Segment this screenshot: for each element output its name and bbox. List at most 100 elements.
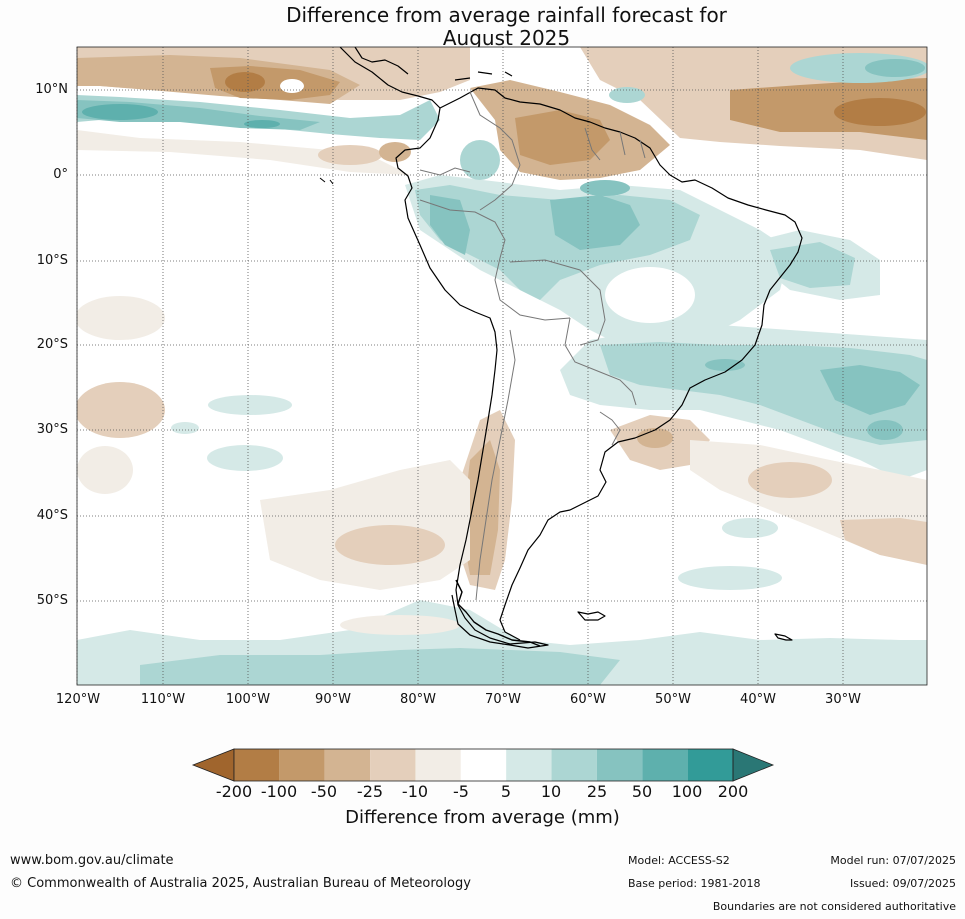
- lon-label-70w: 70°W: [485, 692, 521, 707]
- coastline-caribbean-islands: [454, 71, 513, 81]
- footer-base-period: Base period: 1981-2018: [628, 877, 761, 890]
- dry-region-south-atlantic-east: [840, 518, 927, 565]
- lat-label-20s: 20°S: [36, 337, 68, 352]
- dry-spot-colombia-coast: [379, 142, 411, 162]
- lat-label-50s: 50°S: [36, 593, 68, 608]
- legend-color-bin: [642, 749, 688, 781]
- legend-color-bin: [279, 749, 325, 781]
- legend-tick-label: -25: [356, 782, 384, 801]
- footer-model-run: Model run: 07/07/2025: [830, 854, 956, 867]
- border-guianas: [584, 127, 646, 161]
- dry-region-north-atlantic-peak: [834, 98, 926, 126]
- wet-spot-caribbean: [609, 87, 645, 103]
- wet-spot-pacific-35s-2: [171, 422, 199, 434]
- rainfall-anomaly-layer: [77, 47, 927, 685]
- dry-spot-equatorial-east-pacific: [318, 145, 382, 165]
- footer-model: Model: ACCESS-S2: [628, 854, 730, 867]
- legend-tick-label: -50: [310, 782, 338, 801]
- legend-color-bin: [415, 749, 461, 781]
- dry-spot-south-atlantic-mid: [748, 462, 832, 498]
- wet-spot-rio-coast: [705, 359, 745, 371]
- legend-tick-label: 100: [671, 782, 703, 801]
- legend-color-bin: [551, 749, 597, 781]
- border-bolivia-paraguay: [564, 317, 637, 406]
- border-argentina-uruguay: [599, 411, 621, 446]
- border-colombia-venezuela: [469, 91, 521, 211]
- lon-label-100w: 100°W: [225, 692, 271, 707]
- border-chile-argentina: [475, 329, 516, 601]
- wet-spot-south-atlantic: [678, 566, 782, 590]
- wet-region-north-atlantic-core: [865, 59, 925, 77]
- wet-spot-pacific-35s: [207, 445, 283, 471]
- legend-tick-label: 5: [500, 782, 512, 801]
- coastline-gulf-of-mexico: [354, 47, 409, 75]
- coastline-tierra-del-fuego: [455, 579, 541, 647]
- dry-band-south-itcz: [77, 130, 410, 175]
- dry-spot-west-pacific-30s: [77, 382, 165, 438]
- dry-spot-southeast-pacific: [335, 525, 445, 565]
- legend-tick-label: -100: [260, 782, 298, 801]
- dry-region-east-pacific-coast: [90, 58, 210, 86]
- wet-band-southern-ocean-core: [140, 648, 620, 685]
- wet-spot-amazon-mouth: [580, 180, 630, 196]
- footer-website: www.bom.gov.au/climate: [10, 853, 174, 868]
- wet-region-amazon-core: [430, 195, 470, 255]
- legend-tick-label: 200: [717, 782, 749, 801]
- legend-frame: [233, 748, 734, 782]
- wet-band-itcz-east: [244, 120, 280, 128]
- dry-spot-southern-ocean: [340, 615, 460, 635]
- border-brazil-bolivia: [509, 259, 606, 346]
- map-title-line1: Difference from average rainfall forecas…: [286, 3, 727, 27]
- wet-region-east-brazil-atlantic-core: [770, 242, 855, 288]
- coastlines-layer: [319, 47, 803, 649]
- dry-region-north-pacific-max: [225, 72, 265, 92]
- coastline-galapagos: [319, 177, 334, 185]
- lon-label-80w: 80°W: [400, 692, 436, 707]
- lat-label-40s: 40°S: [36, 508, 68, 523]
- wet-spot-southern-ocean-west: [142, 664, 178, 684]
- coastline-falkland-islands: [577, 611, 606, 621]
- legend-color-bin: [370, 749, 416, 781]
- lon-label-50w: 50°W: [655, 692, 691, 707]
- lon-label-30w: 30°W: [825, 692, 861, 707]
- border-ecuador-peru: [419, 167, 471, 176]
- legend-tick-label: 50: [631, 782, 653, 801]
- lon-label-40w: 40°W: [740, 692, 776, 707]
- legend-color-bin: [234, 749, 280, 781]
- wet-region-amazon-east-core: [550, 195, 640, 250]
- legend-over-arrow: [732, 748, 775, 782]
- legend-tick-label: 10: [540, 782, 562, 801]
- wet-spot-pacific-30s: [208, 395, 292, 415]
- lon-label-60w: 60°W: [570, 692, 606, 707]
- wet-spot-north-pacific: [280, 79, 304, 93]
- footer-issued: Issued: 09/07/2025: [849, 877, 956, 890]
- lon-label-110w: 110°W: [140, 692, 186, 707]
- lat-label-10s: 10°S: [36, 253, 68, 268]
- legend-color-bin: [460, 749, 507, 781]
- wet-spot-south-atlantic-2: [722, 518, 778, 538]
- legend-color-bin: [506, 749, 552, 781]
- dry-spot-west-pacific-20s: [77, 296, 165, 340]
- legend-tick-label: -10: [401, 782, 429, 801]
- lon-label-120w: 120°W: [55, 692, 101, 707]
- footer-copyright: © Commonwealth of Australia 2025, Austra…: [10, 876, 471, 891]
- lat-label-0: 0°: [53, 167, 68, 182]
- legend-color-bin: [596, 749, 643, 781]
- lat-label-30s: 30°S: [36, 422, 68, 437]
- footer-disclaimer: Boundaries are not considered authoritat…: [712, 900, 956, 913]
- legend-color-bin: [687, 749, 733, 781]
- wet-spot-subtropical-atlantic-east: [867, 420, 903, 440]
- map-title: Difference from average rainfall forecas…: [0, 4, 965, 50]
- legend-under-arrow: [191, 748, 235, 782]
- dry-region-guianas-core: [515, 110, 610, 165]
- dry-region-chile-core: [462, 440, 500, 575]
- legend-color-bin: [324, 749, 371, 781]
- dry-neutral-central-brazil: [605, 267, 695, 323]
- wet-spot-amazon-north: [460, 140, 500, 180]
- border-peru-brazil: [419, 199, 571, 321]
- lat-label-10n: 10°N: [35, 82, 68, 97]
- legend-tick-label: 25: [586, 782, 608, 801]
- map-title-line2: August 2025: [442, 26, 571, 50]
- map-frame: [76, 46, 928, 686]
